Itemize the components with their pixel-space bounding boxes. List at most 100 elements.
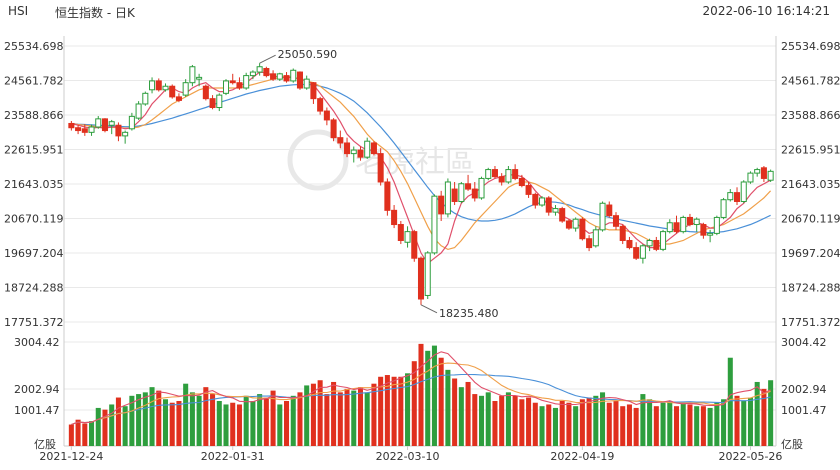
candle-body xyxy=(720,199,727,218)
volume-bar xyxy=(102,409,108,446)
volume-bar xyxy=(391,376,397,446)
candle-body xyxy=(512,169,519,179)
price-tick-right: 18724.288 xyxy=(781,282,840,295)
candle-body xyxy=(485,169,492,179)
volume-bar xyxy=(324,394,330,446)
volume-bar xyxy=(230,402,236,446)
volume-bar xyxy=(761,388,767,446)
volume-bar xyxy=(136,394,142,446)
candle-body xyxy=(357,149,364,158)
candle-body xyxy=(579,218,586,240)
volume-bar xyxy=(156,390,162,446)
candle-body xyxy=(377,153,384,183)
candle-body xyxy=(209,98,216,109)
volume-bar xyxy=(331,381,337,446)
volume-bar xyxy=(344,388,350,446)
volume-bar xyxy=(640,394,646,446)
candle-body xyxy=(323,110,330,121)
candle-body xyxy=(317,98,324,112)
volume-bar xyxy=(364,392,370,446)
candle-body xyxy=(451,188,458,202)
candle-body xyxy=(101,118,109,132)
candle-body xyxy=(733,192,741,202)
candle-body xyxy=(545,197,552,213)
volume-bar xyxy=(499,395,505,446)
candle-body xyxy=(505,169,512,183)
candle-body xyxy=(525,185,532,195)
volume-bar xyxy=(727,357,733,446)
volume-bar xyxy=(284,400,290,446)
candle-body xyxy=(565,220,572,229)
candle-body xyxy=(727,192,734,201)
volume-bar xyxy=(579,399,585,446)
candle-body xyxy=(444,181,451,215)
candle-body xyxy=(680,216,687,233)
volume-bar xyxy=(310,383,316,446)
volume-bar xyxy=(277,404,283,446)
volume-bar xyxy=(250,400,256,446)
price-tick-right: 19697.204 xyxy=(781,247,840,260)
candle-body xyxy=(754,169,761,174)
volume-bar xyxy=(351,390,357,446)
candle-body xyxy=(700,224,707,236)
volume-bar xyxy=(653,406,659,446)
volume-bar xyxy=(183,383,189,446)
volume-bar xyxy=(754,381,760,446)
candle-body xyxy=(760,167,767,179)
candle-body xyxy=(713,216,720,234)
candle-body xyxy=(673,222,680,233)
candle-body xyxy=(747,172,754,183)
volume-bar xyxy=(707,407,713,446)
volume-bar xyxy=(216,400,222,446)
volume-bar xyxy=(626,404,632,446)
volume-bar xyxy=(357,387,364,446)
candle-body xyxy=(75,127,82,132)
volume-bar xyxy=(115,397,121,446)
candle-body xyxy=(767,170,774,181)
price-tick-left: 20670.119 xyxy=(4,213,64,226)
volume-bar xyxy=(478,395,485,446)
candle-body xyxy=(424,252,431,296)
volume-bar xyxy=(566,402,572,446)
candle-body xyxy=(599,202,606,231)
candle-body xyxy=(128,115,135,130)
candle-body xyxy=(559,208,566,222)
candle-body xyxy=(458,183,465,202)
volume-bar xyxy=(371,383,377,446)
candle-body xyxy=(256,66,263,73)
candle-body xyxy=(290,69,297,82)
volume-tick-left: 1001.47 xyxy=(14,404,60,417)
volume-bar xyxy=(398,376,404,446)
volume-bar xyxy=(162,399,169,446)
ma20-line xyxy=(71,83,771,234)
volume-tick-right: 2002.94 xyxy=(781,383,827,396)
volume-bar xyxy=(122,406,128,446)
date-label: 2022-01-31 xyxy=(201,450,265,463)
candle-body xyxy=(532,193,539,206)
volume-bar xyxy=(257,394,263,446)
candle-body xyxy=(155,80,162,91)
volume-bar xyxy=(694,406,700,446)
volume-bar xyxy=(89,421,95,446)
chart-title: 恒生指数 - 日K xyxy=(55,6,135,20)
candle-body xyxy=(498,176,505,183)
volume-bar xyxy=(633,407,639,446)
price-tick-right: 22615.951 xyxy=(781,144,840,157)
volume-bar xyxy=(519,399,525,446)
price-tick-left: 23588.866 xyxy=(4,109,64,122)
date-label: 2021-12-24 xyxy=(39,450,103,463)
candle-body xyxy=(149,80,156,91)
volume-bar xyxy=(445,369,451,446)
candle-body xyxy=(229,80,236,84)
candle-body xyxy=(196,76,203,80)
volume-bar xyxy=(203,387,209,446)
candle-body xyxy=(330,119,337,139)
volume-bar xyxy=(512,395,518,446)
volume-bar xyxy=(317,380,323,446)
volume-bar xyxy=(552,407,558,446)
volume-bar xyxy=(82,423,88,446)
volume-bar xyxy=(196,395,202,446)
candle-body xyxy=(68,122,75,129)
candle-body xyxy=(478,177,485,199)
